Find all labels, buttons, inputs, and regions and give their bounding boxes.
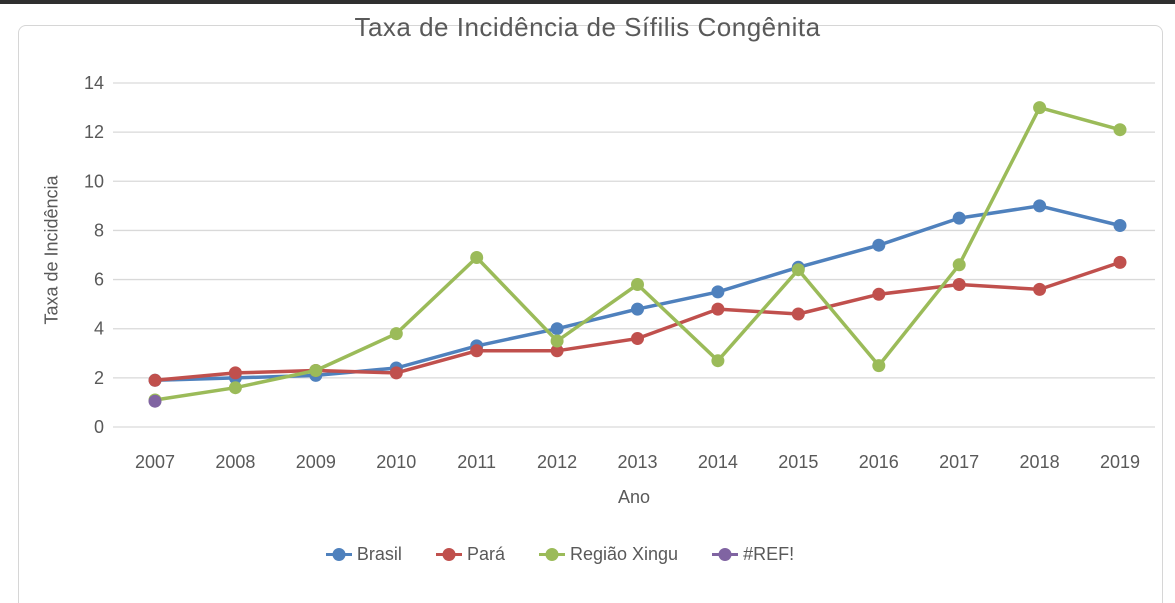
x-tick-label: 2018 [1020, 452, 1060, 472]
data-point [1033, 199, 1047, 213]
data-point [791, 263, 805, 277]
data-point [711, 354, 725, 368]
y-tick-label: 4 [94, 319, 104, 339]
line-marker-icon [712, 548, 739, 561]
data-point [148, 394, 162, 408]
legend-label: Pará [466, 544, 505, 564]
data-point [228, 381, 242, 395]
data-point [791, 307, 805, 321]
data-point [711, 285, 725, 299]
x-tick-label: 2011 [457, 452, 496, 472]
data-point [1033, 282, 1047, 296]
x-tick-label: 2017 [939, 452, 979, 472]
y-axis-title: Taxa de Incidência [41, 175, 62, 325]
data-point [389, 327, 403, 341]
data-point [1113, 219, 1127, 232]
y-tick-label: 12 [84, 122, 104, 142]
window-top-edge [0, 0, 1175, 4]
data-point [952, 258, 966, 272]
legend-label: Brasil [356, 544, 402, 564]
data-point [631, 302, 644, 316]
legend-item-regiao-xingu: Região Xingu [538, 544, 679, 565]
y-tick-label: 10 [84, 171, 104, 191]
legend: Brasil Pará Região Xingu #REF! [0, 544, 1120, 565]
x-tick-label: 2019 [1100, 452, 1140, 472]
data-point [148, 373, 162, 387]
data-point [470, 251, 484, 264]
data-point [550, 344, 564, 358]
data-point [952, 211, 966, 225]
data-point [952, 278, 966, 291]
y-tick-label: 8 [94, 220, 104, 240]
data-point [631, 278, 644, 291]
data-point [711, 302, 725, 316]
data-point [470, 344, 484, 358]
line-marker-icon [538, 548, 565, 561]
legend-label: Região Xingu [569, 544, 679, 564]
legend-item-brasil: Brasil [325, 544, 402, 565]
x-tick-label: 2007 [135, 452, 175, 472]
x-tick-label: 2008 [215, 452, 255, 472]
x-tick-label: 2012 [537, 452, 577, 472]
data-point [309, 364, 323, 377]
legend-label: #REF! [743, 544, 795, 564]
data-point [1113, 255, 1127, 269]
data-point [1033, 101, 1047, 115]
y-tick-label: 14 [84, 73, 104, 93]
chart-frame [18, 25, 1163, 603]
y-tick-label: 6 [94, 270, 104, 290]
chart-title: Taxa de Incidência de Sífilis Congênita [354, 12, 821, 42]
data-point [550, 334, 564, 348]
data-point [1113, 123, 1127, 137]
x-axis-title: Ano [617, 487, 651, 507]
y-tick-label: 0 [94, 417, 104, 437]
data-point [872, 287, 886, 301]
legend-item-para: Pará [435, 544, 505, 565]
x-tick-label: 2010 [376, 452, 416, 472]
line-marker-icon [435, 548, 462, 561]
legend-item-ref-error: #REF! [712, 544, 794, 565]
data-point [550, 322, 564, 336]
x-tick-label: 2013 [617, 452, 657, 472]
data-point [872, 359, 886, 373]
x-tick-label: 2016 [859, 452, 899, 472]
x-tick-label: 2014 [698, 452, 738, 472]
data-point [228, 366, 242, 380]
data-point [631, 332, 644, 345]
x-tick-label: 2015 [778, 452, 818, 472]
x-tick-label: 2009 [296, 452, 336, 472]
line-marker-icon [325, 548, 352, 561]
y-tick-label: 2 [94, 368, 104, 388]
data-point [389, 366, 403, 380]
data-point [872, 238, 886, 252]
series-line [153, 105, 1122, 402]
